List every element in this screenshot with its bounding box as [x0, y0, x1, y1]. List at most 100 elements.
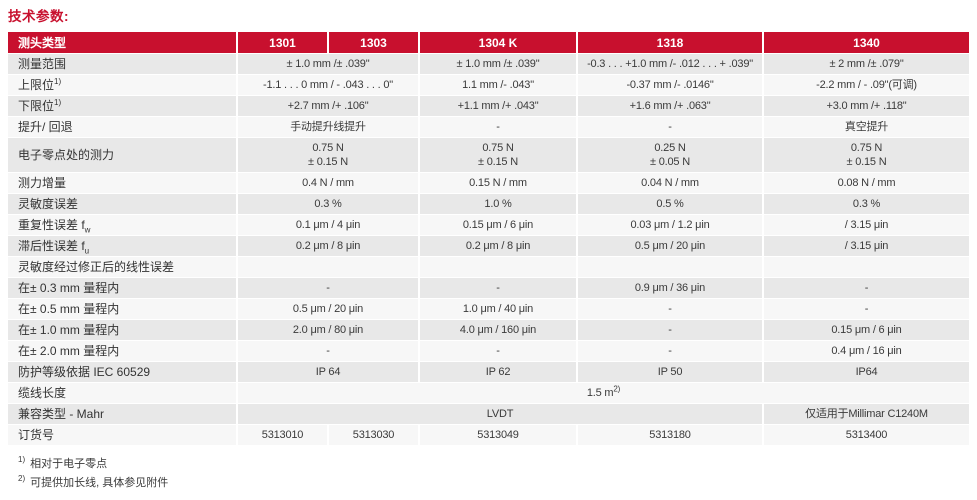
spec-row: 上限位1) -1.1 . . . 0 mm / - .043 . . . 0" 1.…	[8, 74, 969, 96]
row-label: 电子零点处的测力	[8, 137, 237, 173]
spec-cell: 5313400	[762, 424, 969, 446]
spec-cell	[236, 256, 419, 278]
spec-cell	[576, 256, 763, 278]
spec-cell: 真空提升	[762, 116, 969, 138]
spec-cell	[762, 256, 969, 278]
spec-cell: / 3.15 μin	[762, 235, 969, 257]
spec-cell: 0.5 μm / 20 μin	[576, 235, 763, 257]
spec-cell: -	[418, 340, 577, 362]
spec-cell: +2.7 mm /+ .106"	[236, 95, 419, 117]
spec-row: 测力增量 0.4 N / mm 0.15 N / mm 0.04 N / mm 0.08…	[8, 172, 969, 194]
spec-cell: 0.03 μm / 1.2 μin	[576, 214, 763, 236]
column-header-1301: 1301	[236, 32, 328, 54]
spec-cell: 0.08 N / mm	[762, 172, 969, 194]
spec-cell: 2.0 μm / 80 μin	[236, 319, 419, 341]
row-label: 滞后性误差 fu	[8, 235, 237, 257]
row-label: 兼容类型 - Mahr	[8, 403, 237, 425]
footnotes: 1) 相对于电子零点 2) 可提供加长线, 具体参见附件	[18, 455, 969, 490]
spec-cell: 0.5 %	[576, 193, 763, 215]
spec-cell: 0.9 μm / 36 μin	[576, 277, 763, 299]
row-label: 缆线长度	[8, 382, 237, 404]
row-label: 灵敏度经过修正后的线性误差	[8, 256, 237, 278]
spec-cell: IP 64	[236, 361, 419, 383]
spec-cell: IP 62	[418, 361, 577, 383]
spec-cell: 0.04 N / mm	[576, 172, 763, 194]
spec-row: 缆线长度 1.5 m2)	[8, 382, 969, 404]
spec-row: 滞后性误差 fu 0.2 μm / 8 μin 0.2 μm / 8 μin 0.5 …	[8, 235, 969, 257]
row-label: 灵敏度误差	[8, 193, 237, 215]
row-label: 提升/ 回退	[8, 116, 237, 138]
spec-cell: 5313030	[327, 424, 419, 446]
spec-cell: 0.75 N ± 0.15 N	[236, 137, 419, 173]
spec-cell: 0.2 μm / 8 μin	[418, 235, 577, 257]
spec-row: 兼容类型 - Mahr LVDT 仅适用于Millimar C1240M	[8, 403, 969, 425]
spec-row: 提升/ 回退 手动提升线提升 - - 真空提升	[8, 116, 969, 138]
row-label: 重复性误差 fw	[8, 214, 237, 236]
row-label: 在± 0.3 mm 量程内	[8, 277, 237, 299]
spec-cell: +3.0 mm /+ .118"	[762, 95, 969, 117]
spec-cell: -0.3 . . . +1.0 mm /- .012 . . . + .039"	[576, 53, 763, 75]
row-label: 测力增量	[8, 172, 237, 194]
spec-cell: -	[762, 298, 969, 320]
spec-cell: -1.1 . . . 0 mm / - .043 . . . 0"	[236, 74, 419, 96]
spec-cell: 0.3 %	[236, 193, 419, 215]
spec-cell: ± 1.0 mm /± .039"	[236, 53, 419, 75]
spec-cell: +1.1 mm /+ .043"	[418, 95, 577, 117]
row-label: 订货号	[8, 424, 237, 446]
spec-cell: 0.75 N ± 0.15 N	[418, 137, 577, 173]
column-header-label: 测头类型	[8, 32, 237, 54]
spec-cell: ± 1.0 mm /± .039"	[418, 53, 577, 75]
spec-cell: 5313010	[236, 424, 328, 446]
column-header-1340: 1340	[762, 32, 969, 54]
row-label: 上限位1)	[8, 74, 237, 96]
spec-cell	[418, 256, 577, 278]
row-label: 下限位1)	[8, 95, 237, 117]
specs-table: 测头类型 1301 1303 1304 K 1318 1340 测量范围 ± 1.0 mm …	[8, 32, 969, 446]
spec-row: 电子零点处的测力 0.75 N ± 0.15 N 0.75 N ± 0.15 N 0.25…	[8, 137, 969, 173]
table-body: 测量范围 ± 1.0 mm /± .039" ± 1.0 mm /± .039" -0…	[8, 53, 969, 446]
row-label: 在± 2.0 mm 量程内	[8, 340, 237, 362]
spec-row: 在± 0.3 mm 量程内 - -0.9 μm / 36 μin -	[8, 277, 969, 299]
spec-cell: -0.37 mm /- .0146"	[576, 74, 763, 96]
spec-row: 测量范围 ± 1.0 mm /± .039" ± 1.0 mm /± .039" -0…	[8, 53, 969, 75]
spec-cell: 1.0 μm / 40 μin	[418, 298, 577, 320]
spec-cell: 0.4 N / mm	[236, 172, 419, 194]
spec-cell: 0.15 N / mm	[418, 172, 577, 194]
spec-cell: -	[236, 340, 419, 362]
spec-cell: -	[418, 277, 577, 299]
spec-cell: 5313049	[418, 424, 577, 446]
page-title: 技术参数:	[8, 9, 69, 24]
spec-cell: 0.75 N ± 0.15 N	[762, 137, 969, 173]
spec-cell: 0.15 μm / 6 μin	[762, 319, 969, 341]
row-label: 测量范围	[8, 53, 237, 75]
spec-cell: 0.1 μm / 4 μin	[236, 214, 419, 236]
column-header-1304K: 1304 K	[418, 32, 577, 54]
spec-row: 重复性误差 fw 0.1 μm / 4 μin 0.15 μm / 6 μin 0.0…	[8, 214, 969, 236]
spec-cell: 手动提升线提升	[236, 116, 419, 138]
spec-cell: -2.2 mm / - .09"(可调)	[762, 74, 969, 96]
spec-row: 在± 1.0 mm 量程内 2.0 μm / 80 μin 4.0 μm / 160…	[8, 319, 969, 341]
spec-cell: 0.5 μm / 20 μin	[236, 298, 419, 320]
spec-cell: LVDT	[236, 403, 763, 425]
spec-cell: IP 50	[576, 361, 763, 383]
spec-cell: -	[576, 298, 763, 320]
spec-row: 灵敏度误差 0.3 % 1.0 % 0.5 % 0.3 %	[8, 193, 969, 215]
spec-cell: +1.6 mm /+ .063"	[576, 95, 763, 117]
row-label: 在± 1.0 mm 量程内	[8, 319, 237, 341]
spec-cell: 0.25 N ± 0.05 N	[576, 137, 763, 173]
row-label: 防护等级依据 IEC 60529	[8, 361, 237, 383]
spec-cell: IP64	[762, 361, 969, 383]
spec-cell: -	[576, 116, 763, 138]
spec-cell: -	[236, 277, 419, 299]
spec-row: 在± 0.5 mm 量程内 0.5 μm / 20 μin 1.0 μm / 40 …	[8, 298, 969, 320]
spec-cell: 仅适用于Millimar C1240M	[762, 403, 969, 425]
table-header: 测头类型 1301 1303 1304 K 1318 1340	[8, 32, 969, 54]
spec-row: 订货号 5313010 5313030 5313049 5313180 5313400	[8, 424, 969, 446]
footnote: 1) 相对于电子零点	[18, 455, 108, 470]
spec-cell: -	[576, 340, 763, 362]
spec-row: 防护等级依据 IEC 60529 IP 64 IP 62 IP 50 IP64	[8, 361, 969, 383]
spec-cell: 1.1 mm /- .043"	[418, 74, 577, 96]
spec-row: 在± 2.0 mm 量程内 - - -0.4 μm / 16 μin	[8, 340, 969, 362]
spec-cell: 0.2 μm / 8 μin	[236, 235, 419, 257]
